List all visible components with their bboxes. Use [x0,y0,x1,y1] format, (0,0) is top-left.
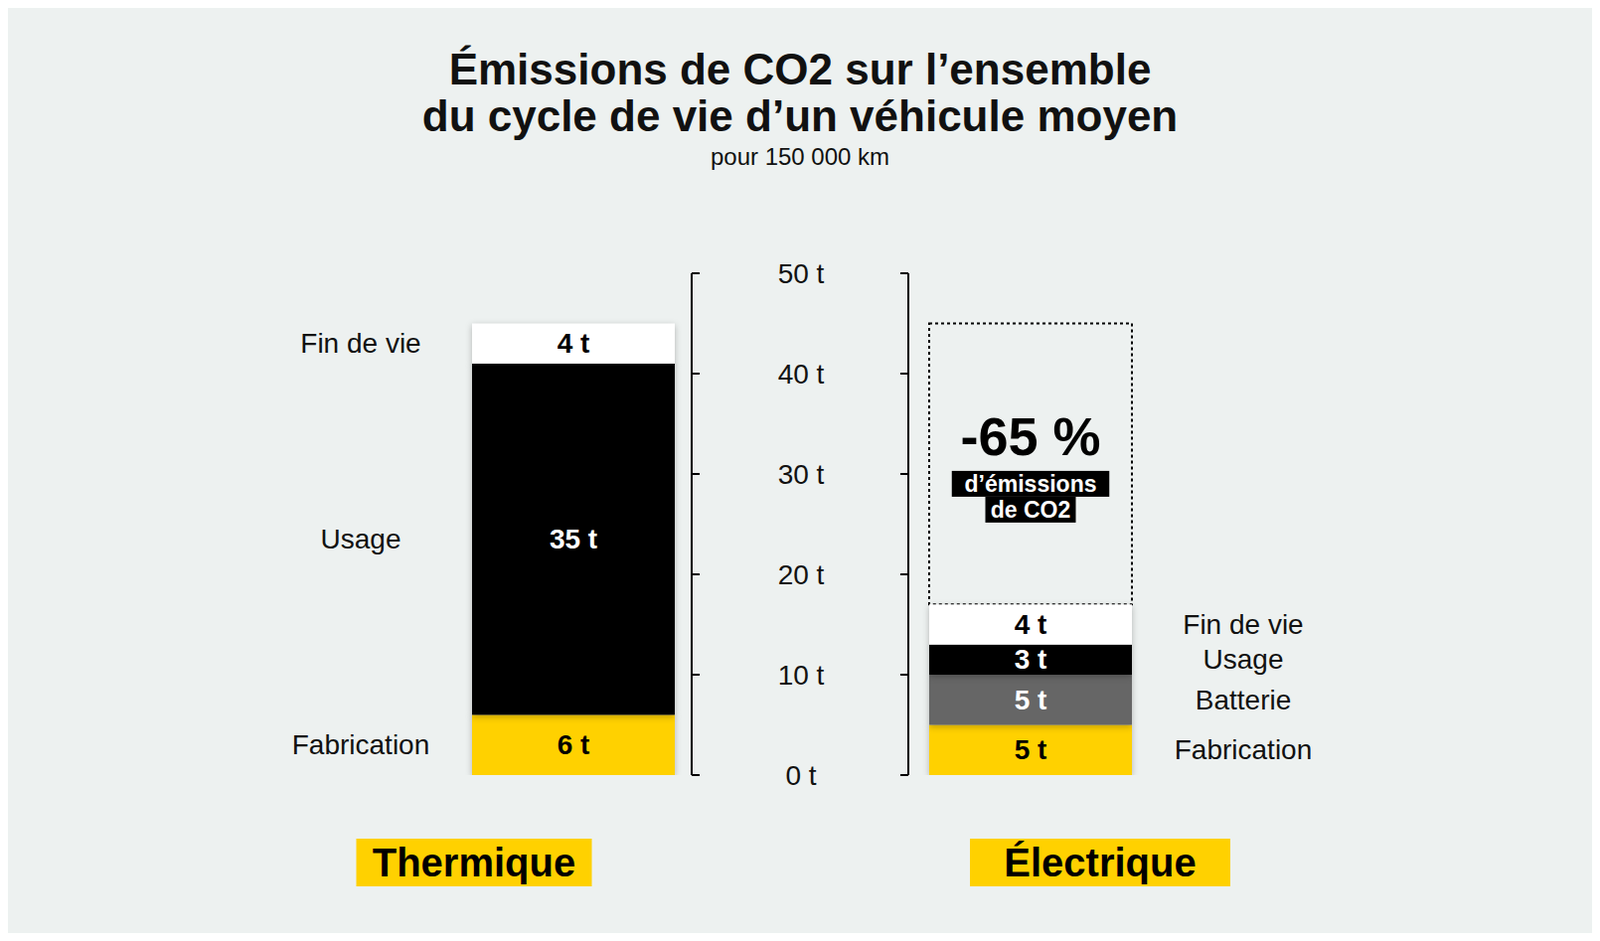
svg-text:35 t: 35 t [549,523,598,555]
svg-text:Fin de vie: Fin de vie [1182,609,1303,640]
html-text:Émissions de CO2 sur l’ensembl: Émissions de CO2 sur l’ensemble du cycle… [422,44,1178,141]
svg-text:Usage: Usage [320,523,402,555]
svg-text:10 t: 10 t [778,659,825,691]
svg-text:d’émissions: d’émissions [964,471,1098,497]
svg-text:5 t: 5 t [1014,684,1048,716]
svg-text:de CO2: de CO2 [990,496,1072,523]
svg-text:4 t: 4 t [1014,609,1048,640]
svg-text:5 t: 5 t [1014,734,1048,766]
svg-text:Fin de vie: Fin de vie [300,327,421,359]
svg-text:Thermique: Thermique [372,840,576,885]
svg-text:Usage: Usage [1203,643,1284,675]
svg-text:40 t: 40 t [778,358,825,390]
svg-text:-65 %: -65 % [960,406,1101,467]
svg-text:Batterie: Batterie [1195,684,1292,716]
svg-text:20 t: 20 t [778,559,825,591]
svg-text:50 t: 50 t [778,258,825,290]
svg-text:3 t: 3 t [1014,643,1048,675]
svg-text:30 t: 30 t [778,459,825,490]
svg-text:Fabrication: Fabrication [1174,734,1313,766]
svg-text:Fabrication: Fabrication [292,729,431,761]
svg-text:4 t: 4 t [557,327,591,359]
svg-text:0 t: 0 t [785,760,816,792]
html-text:pour 150 000 km: pour 150 000 km [710,143,890,170]
svg-text:6 t: 6 t [557,729,591,761]
svg-text:Électrique: Électrique [1003,840,1196,885]
